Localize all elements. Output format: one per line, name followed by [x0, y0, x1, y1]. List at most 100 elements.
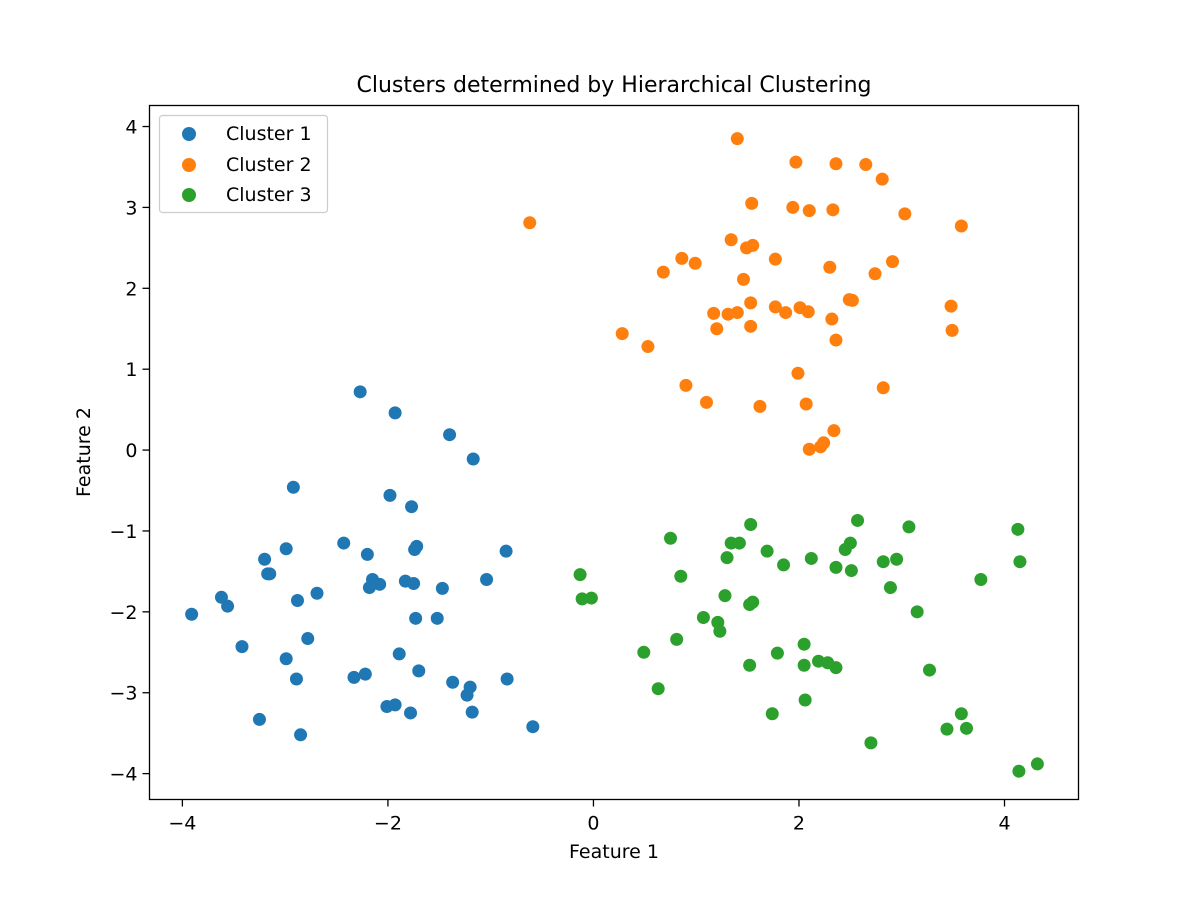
data-point-cluster-2	[656, 265, 670, 279]
data-point-cluster-2	[845, 293, 859, 307]
data-point-cluster-3	[922, 663, 936, 677]
data-point-cluster-3	[1011, 522, 1025, 536]
data-point-cluster-3	[940, 722, 954, 736]
y-tick-label: 2	[125, 278, 137, 300]
data-point-cluster-3	[664, 531, 678, 545]
data-point-cluster-3	[770, 646, 784, 660]
data-point-cluster-3	[651, 682, 665, 696]
data-point-cluster-1	[294, 728, 308, 742]
data-point-cluster-2	[679, 378, 693, 392]
data-point-cluster-2	[826, 203, 840, 217]
data-point-cluster-3	[876, 555, 890, 569]
data-point-cluster-3	[954, 707, 968, 721]
y-tick-label: −1	[109, 521, 137, 543]
data-point-cluster-2	[675, 251, 689, 265]
data-point-cluster-3	[851, 513, 865, 527]
data-point-cluster-3	[902, 520, 916, 534]
x-tick-label: −4	[168, 813, 196, 835]
data-point-cluster-1	[290, 594, 304, 608]
data-point-cluster-1	[373, 577, 387, 591]
legend-label-cluster-3: Cluster 3	[226, 184, 312, 206]
data-point-cluster-1	[383, 488, 397, 502]
data-point-cluster-1	[353, 385, 367, 399]
data-point-cluster-3	[829, 560, 843, 574]
data-point-cluster-2	[744, 319, 758, 333]
data-point-cluster-3	[777, 558, 791, 572]
y-tick-label: 4	[125, 117, 137, 139]
data-point-cluster-3	[732, 536, 746, 550]
data-point-cluster-1	[409, 611, 423, 625]
data-point-cluster-2	[875, 172, 889, 186]
data-point-cluster-2	[745, 196, 759, 210]
data-point-cluster-2	[825, 312, 839, 326]
data-point-cluster-2	[859, 158, 873, 172]
data-point-cluster-2	[710, 322, 724, 336]
data-point-cluster-3	[1030, 757, 1044, 771]
data-point-cluster-1	[412, 664, 426, 678]
data-point-cluster-3	[864, 736, 878, 750]
data-point-cluster-1	[258, 552, 272, 566]
y-tick-label: −2	[109, 602, 137, 624]
points-layer	[185, 132, 1044, 778]
data-point-cluster-2	[744, 296, 758, 310]
data-point-cluster-3	[743, 598, 757, 612]
data-point-cluster-2	[876, 381, 890, 395]
data-point-cluster-3	[718, 589, 732, 603]
data-point-cluster-1	[435, 581, 449, 595]
data-point-cluster-1	[388, 406, 402, 420]
data-point-cluster-1	[286, 480, 300, 494]
x-tick-label: 0	[587, 813, 599, 835]
data-point-cluster-2	[823, 260, 837, 274]
data-point-cluster-2	[945, 323, 959, 337]
data-point-cluster-3	[974, 572, 988, 586]
data-point-cluster-2	[868, 267, 882, 281]
data-point-cluster-1	[337, 536, 351, 550]
data-point-cluster-3	[744, 517, 758, 531]
chart-title: Clusters determined by Hierarchical Clus…	[356, 73, 871, 98]
data-point-cluster-3	[765, 707, 779, 721]
data-point-cluster-1	[499, 544, 513, 558]
data-point-cluster-1	[465, 705, 479, 719]
data-point-cluster-3	[743, 658, 757, 672]
data-point-cluster-2	[724, 233, 738, 247]
data-point-cluster-2	[523, 216, 537, 230]
data-point-cluster-2	[829, 157, 843, 171]
data-point-cluster-3	[1012, 764, 1026, 778]
data-point-cluster-3	[844, 564, 858, 578]
data-point-cluster-1	[358, 667, 372, 681]
data-point-cluster-1	[466, 452, 480, 466]
data-point-cluster-1	[362, 581, 376, 595]
data-point-cluster-3	[838, 543, 852, 557]
x-tick-label: −2	[374, 813, 402, 835]
data-point-cluster-2	[730, 306, 744, 320]
legend-marker-cluster-3	[182, 188, 196, 202]
data-point-cluster-3	[804, 551, 818, 565]
data-point-cluster-2	[688, 256, 702, 270]
data-point-cluster-3	[720, 551, 734, 565]
data-point-cluster-3	[798, 693, 812, 707]
ticks-layer: −4 −2 0 2 4 −4 −3 −2 −1 0 1 2 3 4	[109, 117, 1010, 835]
data-point-cluster-1	[500, 672, 514, 686]
data-point-cluster-3	[890, 552, 904, 566]
legend-marker-cluster-2	[182, 158, 196, 172]
data-point-cluster-2	[707, 306, 721, 320]
data-point-cluster-3	[637, 645, 651, 659]
x-axis-label: Feature 1	[569, 841, 659, 863]
data-point-cluster-2	[885, 255, 899, 269]
data-point-cluster-3	[760, 544, 774, 558]
data-point-cluster-1	[460, 688, 474, 702]
data-point-cluster-1	[301, 632, 315, 646]
data-point-cluster-2	[615, 327, 629, 341]
data-point-cluster-2	[786, 200, 800, 214]
data-point-cluster-1	[404, 706, 418, 720]
data-point-cluster-1	[185, 607, 199, 621]
data-point-cluster-1	[526, 720, 540, 734]
data-point-cluster-2	[801, 305, 815, 319]
data-point-cluster-1	[221, 599, 235, 613]
data-point-cluster-1	[480, 572, 494, 586]
y-tick-label: 1	[125, 359, 137, 381]
data-point-cluster-1	[347, 670, 361, 684]
data-point-cluster-2	[699, 395, 713, 409]
